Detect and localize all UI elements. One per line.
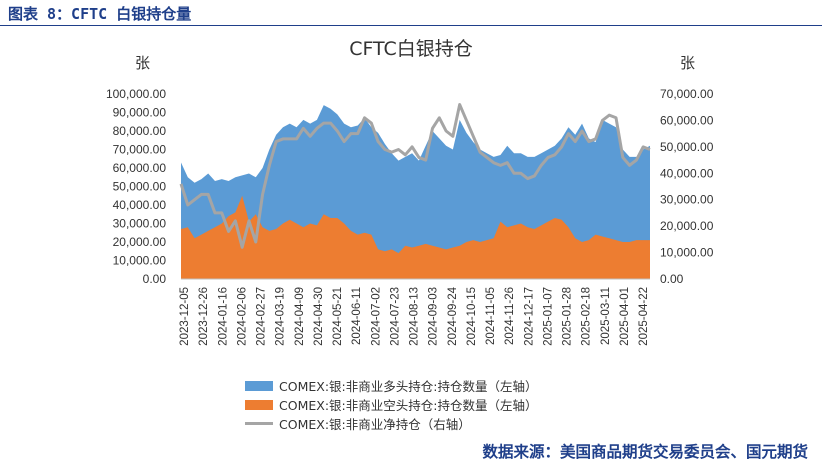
- left-axis-unit: 张: [135, 54, 151, 72]
- x-tick-label: 2025-01-28: [562, 287, 574, 346]
- x-tick-label: 2025-01-07: [542, 287, 554, 346]
- x-tick-label: 2025-02-18: [581, 287, 593, 346]
- x-tick-label: 2023-12-26: [198, 287, 210, 346]
- left-y-tick-label: 70,000.00: [113, 143, 167, 157]
- legend-label-short: COMEX:银:非商业空头持仓:持仓数量（左轴）: [279, 398, 538, 413]
- x-tick-label: 2025-04-22: [638, 287, 650, 346]
- figure-title: 图表 8：CFTC 白银持仓量: [8, 5, 192, 23]
- left-y-tick-label: 90,000.00: [113, 106, 167, 120]
- legend-item-long: COMEX:银:非商业多头持仓:持仓数量（左轴）: [245, 376, 537, 395]
- x-tick-label: 2024-04-30: [313, 287, 325, 346]
- x-tick-label: 2024-09-03: [428, 287, 440, 346]
- title-divider: [0, 25, 822, 26]
- x-tick-label: 2024-02-06: [236, 287, 248, 346]
- x-tick-label: 2024-06-11: [351, 287, 363, 345]
- legend-swatch-short: [245, 399, 273, 410]
- axes-layer: 0.00 10,000.00 20,000.00 30,000.00 40,000.00…: [106, 87, 714, 346]
- left-y-tick-label: 60,000.00: [113, 161, 167, 175]
- x-tick-label: 2024-10-15: [466, 287, 478, 346]
- left-y-tick-label: 0.00: [143, 272, 167, 286]
- x-tick-label: 2024-03-19: [275, 287, 287, 346]
- x-tick-label: 2024-05-21: [332, 287, 344, 346]
- legend-label-net: COMEX:银:非商业净持仓（右轴）: [279, 417, 471, 432]
- x-tick-label: 2025-04-01: [619, 287, 631, 346]
- data-source-note: 数据来源：美国商品期货交易委员会、国元期货: [482, 443, 808, 461]
- x-tick-label: 2024-08-13: [409, 287, 421, 346]
- left-y-tick-label: 80,000.00: [113, 124, 167, 138]
- x-tick-label: 2025-03-11: [600, 287, 612, 345]
- x-tick-label: 2024-07-23: [389, 287, 401, 346]
- right-axis-unit: 张: [680, 54, 696, 72]
- left-y-tick-label: 50,000.00: [113, 180, 167, 194]
- right-y-tick-label: 20,000.00: [660, 219, 714, 233]
- left-y-tick-label: 30,000.00: [113, 217, 167, 231]
- left-y-tick-label: 100,000.00: [106, 87, 166, 101]
- x-tick-label: 2024-12-17: [523, 287, 535, 346]
- legend-swatch-long: [245, 380, 273, 391]
- x-tick-label: 2024-04-09: [294, 287, 306, 346]
- right-y-tick-label: 0.00: [660, 272, 684, 286]
- right-y-tick-label: 70,000.00: [660, 87, 714, 101]
- legend-label-long: COMEX:银:非商业多头持仓:持仓数量（左轴）: [279, 379, 538, 394]
- x-tick-label: 2024-11-05: [485, 287, 497, 345]
- short-position-area: [181, 195, 650, 279]
- left-y-tick-label: 20,000.00: [113, 235, 167, 249]
- right-y-tick-label: 60,000.00: [660, 113, 714, 127]
- legend-item-net: COMEX:银:非商业净持仓（右轴）: [245, 414, 537, 433]
- chart-legend: COMEX:银:非商业多头持仓:持仓数量（左轴） COMEX:银:非商业空头持仓…: [245, 376, 537, 433]
- x-tick-label: 2024-11-26: [504, 287, 516, 345]
- left-y-tick-label: 40,000.00: [113, 198, 167, 212]
- left-y-tick-label: 10,000.00: [113, 254, 167, 268]
- x-tick-label: 2024-09-24: [447, 286, 459, 345]
- right-y-tick-label: 30,000.00: [660, 193, 714, 207]
- x-tick-label: 2023-12-05: [179, 287, 191, 346]
- x-tick-label: 2024-01-16: [217, 287, 229, 346]
- x-tick-label: 2024-07-02: [370, 287, 382, 346]
- right-y-tick-label: 40,000.00: [660, 166, 714, 180]
- x-tick-label: 2024-02-27: [256, 287, 268, 346]
- legend-swatch-net: [245, 422, 273, 425]
- right-y-tick-label: 50,000.00: [660, 140, 714, 154]
- chart-title: CFTC白银持仓: [349, 38, 473, 60]
- right-y-tick-label: 10,000.00: [660, 246, 714, 260]
- net-position-line: [179, 103, 651, 249]
- series-layer: [179, 103, 651, 279]
- legend-item-short: COMEX:银:非商业空头持仓:持仓数量（左轴）: [245, 395, 537, 414]
